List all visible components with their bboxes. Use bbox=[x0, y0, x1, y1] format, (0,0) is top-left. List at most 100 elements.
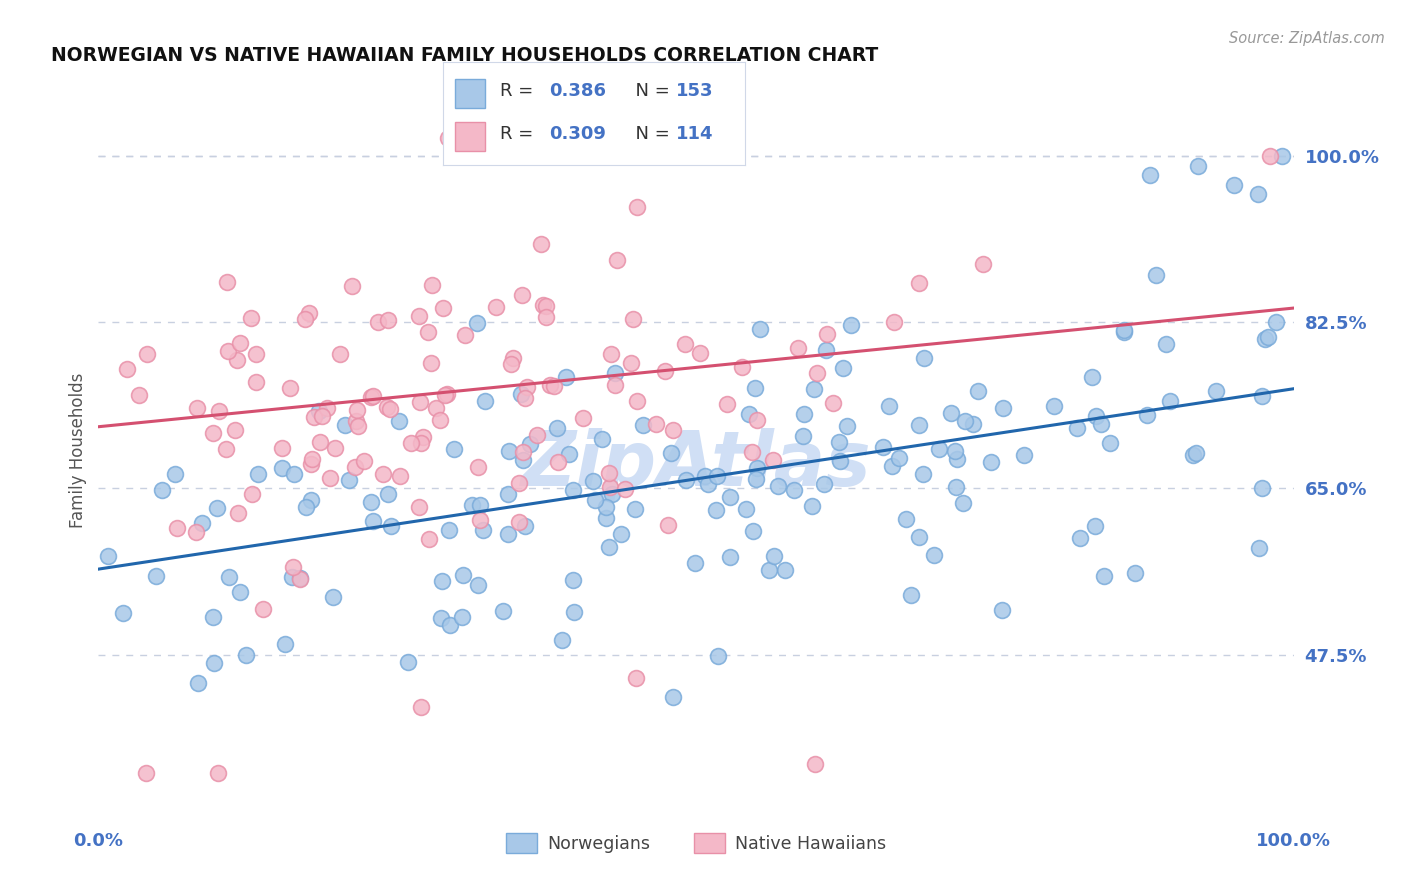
Text: R =: R = bbox=[501, 125, 540, 144]
Point bbox=[465, 316, 488, 330]
Point bbox=[461, 499, 484, 513]
Point bbox=[361, 389, 384, 403]
Point bbox=[626, 671, 648, 685]
Point bbox=[433, 388, 456, 402]
Point bbox=[993, 401, 1015, 415]
Point bbox=[741, 444, 763, 458]
Point bbox=[430, 611, 453, 625]
Point bbox=[562, 483, 585, 497]
Point bbox=[468, 498, 491, 512]
Point bbox=[323, 441, 346, 455]
Point bbox=[792, 429, 814, 443]
Point bbox=[283, 467, 305, 481]
Point bbox=[411, 699, 433, 714]
Point bbox=[896, 511, 918, 525]
Point bbox=[202, 425, 225, 440]
Point bbox=[546, 421, 568, 435]
Point bbox=[136, 347, 159, 361]
Point bbox=[371, 467, 394, 481]
Point bbox=[186, 401, 208, 415]
Bar bbox=[456, 78, 485, 108]
Legend: Norwegians, Native Hawaiians: Norwegians, Native Hawaiians bbox=[499, 826, 893, 860]
Point bbox=[380, 518, 402, 533]
Point bbox=[738, 408, 761, 422]
Point bbox=[980, 455, 1002, 469]
Text: N =: N = bbox=[624, 82, 676, 100]
Point bbox=[1154, 337, 1177, 351]
Point bbox=[614, 482, 637, 496]
Point bbox=[662, 424, 685, 438]
Point bbox=[252, 602, 274, 616]
Point bbox=[474, 394, 496, 409]
Point bbox=[408, 500, 430, 514]
Point bbox=[201, 610, 224, 624]
Point bbox=[308, 404, 330, 418]
Point bbox=[945, 480, 967, 494]
Point bbox=[1223, 178, 1246, 192]
Y-axis label: Family Households: Family Households bbox=[69, 373, 87, 528]
Point bbox=[451, 568, 474, 582]
Point bbox=[1043, 399, 1066, 413]
Point bbox=[420, 356, 443, 370]
Point bbox=[624, 502, 647, 516]
Point bbox=[704, 502, 727, 516]
Text: 0.386: 0.386 bbox=[548, 82, 606, 100]
Point bbox=[145, 568, 167, 582]
Point bbox=[278, 381, 301, 395]
Point bbox=[952, 496, 974, 510]
Point bbox=[467, 459, 489, 474]
Point bbox=[815, 326, 838, 341]
Point bbox=[335, 417, 357, 432]
Point bbox=[768, 479, 790, 493]
Point bbox=[412, 430, 434, 444]
Point bbox=[744, 472, 766, 486]
Point bbox=[512, 445, 534, 459]
Point bbox=[941, 406, 963, 420]
Point bbox=[425, 401, 447, 416]
Point bbox=[1251, 481, 1274, 495]
Point bbox=[695, 468, 717, 483]
Point bbox=[409, 394, 432, 409]
Point bbox=[1258, 149, 1281, 163]
Point bbox=[294, 500, 316, 514]
Point bbox=[883, 315, 905, 329]
Point bbox=[1159, 394, 1181, 409]
Point bbox=[377, 312, 399, 326]
Point bbox=[609, 526, 631, 541]
Text: NORWEGIAN VS NATIVE HAWAIIAN FAMILY HOUSEHOLDS CORRELATION CHART: NORWEGIAN VS NATIVE HAWAIIAN FAMILY HOUS… bbox=[51, 45, 877, 65]
Point bbox=[872, 440, 894, 454]
Point bbox=[225, 352, 247, 367]
Point bbox=[1123, 566, 1146, 580]
Point bbox=[344, 460, 367, 475]
Point bbox=[928, 442, 950, 457]
Point bbox=[742, 524, 765, 539]
Point bbox=[389, 469, 412, 483]
Point bbox=[508, 515, 530, 529]
Point bbox=[1069, 532, 1091, 546]
Point bbox=[1081, 369, 1104, 384]
Point bbox=[361, 514, 384, 528]
Point bbox=[946, 451, 969, 466]
Point bbox=[775, 563, 797, 577]
Point bbox=[436, 387, 458, 401]
Point bbox=[344, 414, 367, 428]
Point bbox=[626, 394, 648, 409]
Text: N =: N = bbox=[624, 125, 676, 144]
Point bbox=[804, 756, 827, 771]
Point bbox=[229, 584, 252, 599]
Point bbox=[718, 490, 741, 504]
Point bbox=[966, 384, 988, 399]
Point bbox=[229, 336, 252, 351]
Point bbox=[831, 360, 853, 375]
Point bbox=[215, 276, 238, 290]
Point bbox=[762, 453, 785, 467]
Point bbox=[322, 591, 344, 605]
Point bbox=[621, 311, 644, 326]
Point bbox=[1092, 569, 1115, 583]
Point bbox=[399, 435, 422, 450]
Point bbox=[235, 648, 257, 662]
Point bbox=[716, 397, 738, 411]
Point bbox=[437, 130, 460, 145]
Point bbox=[814, 343, 837, 357]
Point bbox=[1253, 332, 1275, 346]
